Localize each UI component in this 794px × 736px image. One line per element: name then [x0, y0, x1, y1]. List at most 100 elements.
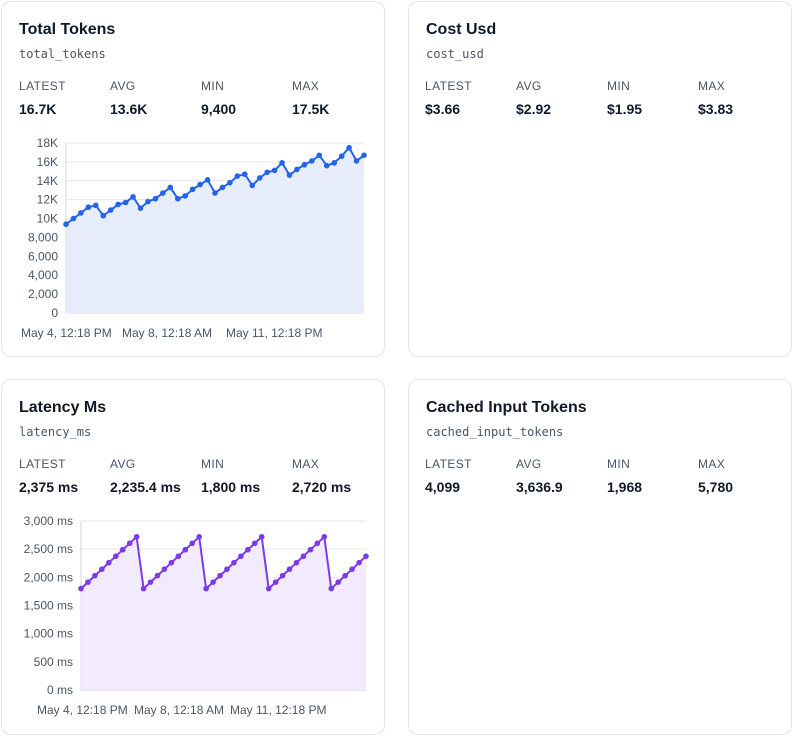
card-cost-usd: Cost Usd cost_usd LATEST $3.66 AVG $2.92 M…	[408, 1, 792, 357]
data-point	[279, 160, 285, 166]
metric-key: cost_usd	[426, 47, 484, 61]
data-point	[338, 153, 345, 160]
stat-value: 4,099	[425, 479, 461, 495]
stat-max: MAX 17.5K	[292, 79, 329, 117]
data-point	[234, 173, 241, 179]
y-tick-label: 2,000 ms	[24, 570, 73, 584]
data-point	[258, 533, 265, 540]
stat-min: MIN 1,968	[607, 457, 642, 495]
stat-max: MAX $3.83	[698, 79, 733, 117]
stat-value: 2,375 ms	[19, 479, 79, 495]
y-tick-label: 0 ms	[47, 683, 73, 697]
card-title: Cached Input Tokens	[426, 399, 587, 416]
data-point	[126, 540, 133, 547]
stat-value: 5,780	[698, 479, 734, 495]
stat-latest: LATEST 4,099	[425, 457, 472, 495]
x-tick-label: May 11, 12:18 PM	[230, 703, 327, 717]
stat-value: 16.7K	[19, 101, 57, 117]
line-chart: $0.00$0.50$1.00$1.50$2.00$2.50$3.00$3.50…	[409, 2, 793, 358]
data-point	[363, 553, 369, 560]
data-point	[264, 169, 270, 176]
data-point	[321, 533, 328, 540]
stat-value: 2,720 ms	[292, 479, 352, 495]
stat-min: MIN 1,800 ms	[201, 457, 260, 495]
data-point	[331, 160, 338, 166]
stat-value: 1,968	[607, 479, 643, 495]
data-point	[272, 579, 279, 585]
stat-avg: AVG 2,235.4 ms	[110, 457, 181, 495]
data-point	[63, 221, 69, 228]
stat-value: $3.83	[698, 101, 734, 117]
y-tick-label: 14K	[37, 174, 58, 188]
stat-latest: LATEST 2,375 ms	[19, 457, 78, 495]
data-point	[242, 171, 248, 177]
data-point	[85, 579, 91, 585]
stat-label: AVG	[110, 79, 136, 93]
data-point	[335, 579, 341, 585]
card-cached-input-tokens: Cached Input Tokens cached_input_tokens …	[408, 379, 792, 735]
stat-avg: AVG 3,636.9	[516, 457, 563, 495]
stat-label: MAX	[698, 457, 726, 471]
data-point	[245, 546, 251, 553]
data-point	[286, 566, 293, 572]
data-point	[301, 161, 308, 168]
stat-max: MAX 5,780	[698, 457, 733, 495]
y-tick-label: 2,000	[28, 287, 58, 301]
data-point	[182, 546, 189, 553]
data-point	[353, 158, 360, 164]
stat-label: MIN	[201, 79, 225, 93]
stat-label: AVG	[516, 79, 542, 93]
stat-min: MIN $1.95	[607, 79, 642, 117]
data-point	[251, 540, 258, 547]
metric-key: total_tokens	[19, 47, 106, 61]
stat-avg: AVG $2.92	[516, 79, 551, 117]
data-point	[249, 182, 256, 189]
stat-label: MIN	[607, 79, 631, 93]
data-point	[309, 158, 315, 164]
data-point	[189, 186, 196, 193]
data-point	[286, 172, 293, 178]
stat-label: LATEST	[19, 457, 66, 471]
y-tick-label: 3,000 ms	[24, 514, 73, 528]
data-point	[107, 207, 114, 213]
y-tick-label: 16K	[37, 155, 58, 169]
card-title: Total Tokens	[19, 21, 116, 38]
data-point	[119, 546, 126, 553]
data-point	[265, 585, 272, 592]
data-point	[70, 215, 77, 222]
data-point	[78, 585, 84, 592]
y-tick-label: 1,000 ms	[24, 627, 73, 641]
data-point	[217, 572, 223, 579]
data-point	[161, 566, 168, 572]
stat-label: LATEST	[425, 79, 472, 93]
data-point	[238, 553, 244, 560]
data-point	[323, 162, 330, 169]
data-point	[106, 559, 112, 566]
data-point	[154, 572, 161, 579]
data-point	[279, 572, 286, 579]
data-point	[137, 205, 144, 211]
data-point	[346, 144, 352, 151]
x-tick-label: May 8, 12:18 AM	[122, 326, 212, 340]
stat-value: 2,235.4 ms	[110, 479, 181, 495]
series-area	[66, 147, 364, 313]
data-point	[316, 152, 323, 159]
stat-label: MAX	[292, 457, 320, 471]
data-point	[271, 167, 278, 174]
y-tick-label: 4,000	[28, 268, 58, 282]
y-tick-label: 6,000	[28, 249, 58, 263]
data-point	[140, 585, 147, 592]
line-chart: 0 2,000 4,000 6,000 8,000 10K 12K 14K 16K 18K May …	[21, 136, 367, 340]
stat-min: MIN 9,400	[201, 79, 236, 117]
stat-avg: AVG 13.6K	[110, 79, 147, 117]
stat-value: $1.95	[607, 101, 643, 117]
data-point	[231, 559, 237, 566]
data-point	[133, 533, 140, 540]
card-total-tokens: Total Tokens total_tokens LATEST 16.7K AV…	[1, 1, 385, 357]
x-tick-label: May 4, 12:18 PM	[37, 703, 128, 717]
stat-value: 1,800 ms	[201, 479, 261, 495]
stat-label: MIN	[201, 457, 225, 471]
x-tick-label: May 4, 12:18 PM	[21, 326, 112, 340]
stat-label: MIN	[607, 457, 631, 471]
